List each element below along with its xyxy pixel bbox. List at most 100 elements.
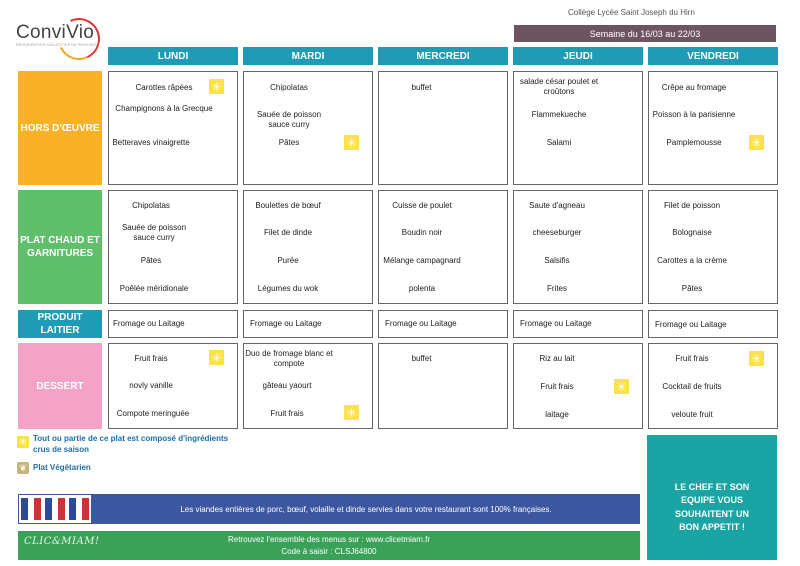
dish: Pâtes xyxy=(278,138,300,147)
menu-code-text: Code à saisir : CLSJ64800 xyxy=(281,546,377,556)
sun-icon: ✳ xyxy=(17,436,29,448)
clicmiam-logo: CLIC&MIAM! xyxy=(24,536,100,547)
dish: Betteraves vinaigrette xyxy=(112,138,190,147)
cell-hors-doeuvre-vendredi: Crêpe au fromage Poisson à la parisienne… xyxy=(648,71,778,185)
cell-dessert-vendredi: Fruit frais ✳ Cocktail de fruits veloute… xyxy=(648,343,778,429)
chef-message-box: LE CHEF ET SON EQUIPE VOUS SOUHAITENT UN… xyxy=(647,435,777,560)
dish: Cocktail de fruits xyxy=(662,382,722,391)
dish: salade césar poulet et croûtons xyxy=(519,77,599,96)
cell-hors-doeuvre-mercredi: buffet xyxy=(378,71,508,185)
dish: buffet xyxy=(411,83,432,92)
school-name: Collège Lycée Saint Joseph du Hirn xyxy=(568,8,695,17)
dish: Poisson à la parisienne xyxy=(652,110,736,119)
dish: Sauée de poisson sauce curry xyxy=(256,110,322,129)
dish: Purée xyxy=(277,256,299,265)
dish: novly vanille xyxy=(129,381,173,390)
day-header-mardi: MARDI xyxy=(243,47,373,65)
dish: Filet de dinde xyxy=(263,228,313,237)
dish: laitage xyxy=(545,410,569,419)
day-header-lundi: LUNDI xyxy=(108,47,238,65)
cell-plat-chaud-lundi: Chipolatas Sauée de poisson sauce curry … xyxy=(108,190,238,304)
sun-icon: ✳ xyxy=(614,379,629,394)
cell-laitier-mercredi: Fromage ou Laitage xyxy=(378,310,508,338)
dish: Boudin noir xyxy=(401,228,443,237)
cell-dessert-mercredi: buffet xyxy=(378,343,508,429)
dish: Riz au lait xyxy=(539,354,575,363)
dish: Légumes du wok xyxy=(257,284,319,293)
cell-plat-chaud-vendredi: Filet de poisson Bolognaise Carottes a l… xyxy=(648,190,778,304)
chicken-icon xyxy=(45,498,66,520)
cell-dessert-jeudi: Riz au lait Fruit frais ✳ laitage xyxy=(513,343,643,429)
row-label-produit-laitier: PRODUIT LAITIER xyxy=(18,310,102,338)
dish: Champignons à la Grecque xyxy=(115,104,213,113)
cell-dessert-mardi: Duo de fromage blanc et compote gâteau y… xyxy=(243,343,373,429)
dish: Cuisse de poulet xyxy=(392,201,452,210)
dish: Fromage ou Laitage xyxy=(520,319,592,328)
dish: Chipolatas xyxy=(270,83,308,92)
cell-dessert-lundi: Fruit frais ✳ novly vanille Compote meri… xyxy=(108,343,238,429)
sun-icon: ✳ xyxy=(344,135,359,150)
dish: Bolognaise xyxy=(672,228,712,237)
cell-laitier-jeudi: Fromage ou Laitage xyxy=(513,310,643,338)
dish: Mélange campagnard xyxy=(383,256,461,265)
dish: Fruit frais xyxy=(540,382,574,391)
week-banner: Semaine du 16/03 au 22/03 xyxy=(514,25,776,42)
dish: Compote meringuée xyxy=(116,409,190,418)
cell-plat-chaud-mercredi: Cuisse de poulet Boudin noir Mélange cam… xyxy=(378,190,508,304)
meat-origin-text: Les viandes entières de porc, bœuf, vola… xyxy=(180,504,552,514)
day-header-vendredi: VENDREDI xyxy=(648,47,778,65)
dish: gâteau yaourt xyxy=(262,381,312,390)
dish: Filet de poisson xyxy=(663,201,721,210)
chef-message: LE CHEF ET SON EQUIPE VOUS SOUHAITENT UN… xyxy=(674,482,750,532)
cell-plat-chaud-jeudi: Saute d'agneau cheeseburger Salsifis Fri… xyxy=(513,190,643,304)
dish: Fruit frais xyxy=(270,409,304,418)
dish: Pâtes xyxy=(681,284,703,293)
dish: Salami xyxy=(546,138,572,147)
dish: Carottes râpées xyxy=(135,83,193,92)
dish: Fruit frais xyxy=(134,354,168,363)
dish: Crêpe au fromage xyxy=(661,83,727,92)
cell-hors-doeuvre-mardi: Chipolatas Sauée de poisson sauce curry … xyxy=(243,71,373,185)
logo-arc-icon xyxy=(52,12,106,66)
cell-laitier-vendredi: Fromage ou Laitage xyxy=(648,310,778,338)
dish: Fruit frais xyxy=(675,354,709,363)
row-label-plat-chaud: PLAT CHAUD ET GARNITURES xyxy=(18,190,102,304)
dish: Fromage ou Laitage xyxy=(385,319,457,328)
dish: Duo de fromage blanc et compote xyxy=(245,349,333,368)
cell-laitier-mardi: Fromage ou Laitage xyxy=(243,310,373,338)
cell-laitier-lundi: Fromage ou Laitage xyxy=(108,310,238,338)
dish: Fromage ou Laitage xyxy=(655,320,727,329)
dish: Saute d'agneau xyxy=(529,201,585,210)
cell-plat-chaud-mardi: Boulettes de bœuf Filet de dinde Purée L… xyxy=(243,190,373,304)
sun-icon: ✳ xyxy=(209,350,224,365)
sun-icon: ✳ xyxy=(209,79,224,94)
dish: Flammekueche xyxy=(531,110,587,119)
sun-icon: ✳ xyxy=(749,135,764,150)
menu-website-banner: Retrouvez l'ensemble des menus sur : www… xyxy=(18,531,640,560)
brand-logo: ConviVio xyxy=(16,22,95,43)
sun-icon: ✳ xyxy=(749,351,764,366)
dish: Frites xyxy=(547,284,567,293)
dish: Fromage ou Laitage xyxy=(250,319,322,328)
dish: Sauée de poisson sauce curry xyxy=(121,223,187,242)
menu-website-text: Retrouvez l'ensemble des menus sur : www… xyxy=(227,535,431,545)
dish: Carottes a la crème xyxy=(657,256,727,265)
animals-icon xyxy=(18,494,92,524)
row-label-hors-doeuvre: HORS D'ŒUVRE xyxy=(18,71,102,185)
day-header-jeudi: JEUDI xyxy=(513,47,643,65)
dish: cheeseburger xyxy=(532,228,582,237)
brand-tagline: RESTAURATION COLLECTIVE DE PROXIMITÉ xyxy=(16,43,99,47)
dish: Pâtes xyxy=(140,256,162,265)
dish: Poêlée méridionale xyxy=(119,284,189,293)
dish: Pamplemousse xyxy=(666,138,722,147)
dish: buffet xyxy=(411,354,432,363)
legend-seasonal: Tout ou partie de ce plat est composé d'… xyxy=(33,434,229,454)
dish: polenta xyxy=(408,284,436,293)
day-header-mercredi: MERCREDI xyxy=(378,47,508,65)
dish: Fromage ou Laitage xyxy=(113,319,185,328)
pig-icon xyxy=(69,498,90,520)
dish: veloute fruit xyxy=(671,410,713,419)
dish: Chipolatas xyxy=(132,201,170,210)
leaf-icon: ❦ xyxy=(17,462,29,474)
cow-icon xyxy=(21,498,42,520)
